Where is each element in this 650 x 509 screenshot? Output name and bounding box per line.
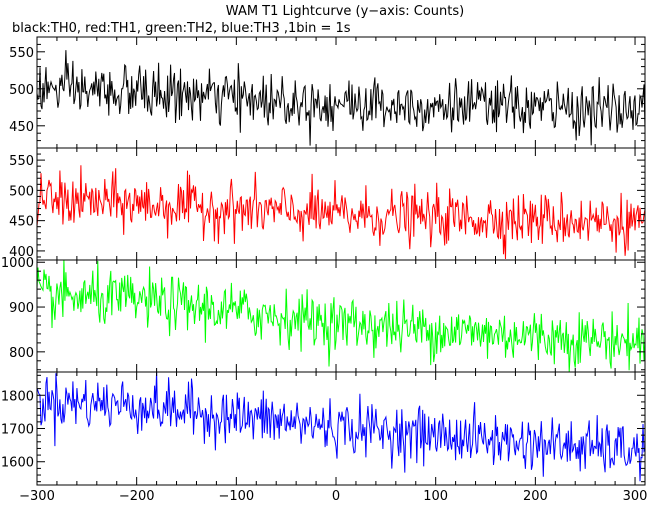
panel-frame-3 [36, 371, 646, 486]
x-tick-label: −300 [19, 489, 55, 504]
panel-3: 1600 1700 1800 [1, 371, 646, 486]
y-tick-label: 1600 [1, 456, 34, 471]
series-line-0 [37, 50, 645, 146]
y-tick-label: 1700 [1, 423, 34, 438]
x-tick-label: −200 [119, 489, 155, 504]
y-tick-label: 550 [9, 154, 34, 169]
x-tick-label: 100 [423, 489, 448, 504]
x-axis: −300 −200 −100 0 100 200 300 [19, 489, 647, 504]
y-tick-label: 450 [9, 120, 34, 135]
series-line-1 [37, 165, 645, 260]
series-line-3 [37, 372, 645, 482]
panel-0: 450 500 550 [9, 36, 646, 149]
panel-2: 800 900 1000 [1, 256, 646, 373]
y-tick-label: 1800 [1, 389, 34, 404]
series-line-2 [37, 260, 645, 372]
panels-group: 4505005504004505005508009001000160017001… [1, 36, 646, 486]
y-tick-label: 800 [9, 346, 34, 361]
y-tick-label: 1000 [1, 256, 34, 271]
y-tick-label: 400 [9, 245, 34, 260]
chart-title: WAM T1 Lightcurve (y−axis: Counts) [226, 4, 464, 19]
y-tick-label: 900 [9, 301, 34, 316]
y-tick-label: 450 [9, 215, 34, 230]
x-tick-label: 300 [623, 489, 648, 504]
x-tick-label: 200 [523, 489, 548, 504]
x-tick-label: 0 [332, 489, 340, 504]
y-tick-label: 500 [9, 83, 34, 98]
y-tick-label: 550 [9, 46, 34, 61]
y-tick-label: 500 [9, 184, 34, 199]
x-tick-label: −100 [218, 489, 254, 504]
panel-1: 400 450 500 550 [9, 147, 646, 261]
chart-subtitle: black:TH0, red:TH1, green:TH2, blue:TH3 … [12, 21, 351, 36]
